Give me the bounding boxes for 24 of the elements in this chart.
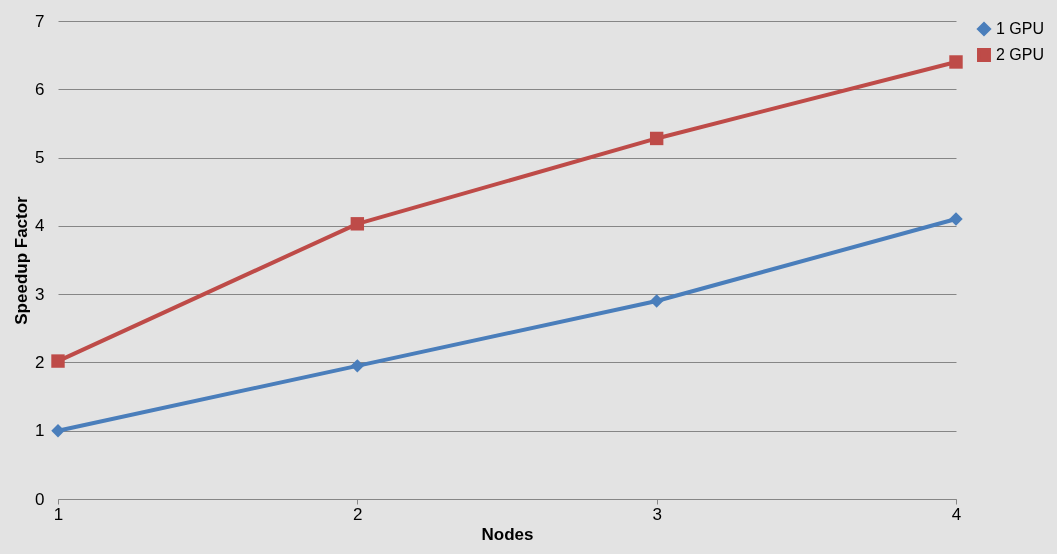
y-tick-label: 2 (35, 352, 45, 372)
point (51, 424, 65, 438)
point (350, 359, 365, 373)
point (949, 55, 963, 69)
x-tick-label: 4 (951, 504, 962, 524)
point (350, 217, 365, 231)
x-tick-label: 1 (53, 504, 64, 524)
point (649, 131, 664, 146)
point (51, 354, 65, 368)
y-tick-label: 0 (35, 489, 45, 509)
x-tick-label: 2 (353, 504, 363, 524)
x-axis-title: Nodes (481, 524, 534, 544)
legend-label: 1 GPU (996, 20, 1045, 37)
y-tick-label: 4 (35, 216, 45, 236)
y-axis-title: Speedup Factor (12, 195, 32, 325)
legend-label: 2 GPU (996, 46, 1045, 63)
y-tick-label: 1 (35, 421, 45, 441)
point (949, 212, 963, 226)
x-tick-label: 3 (652, 504, 662, 524)
y-tick-label: 3 (35, 284, 45, 304)
y-tick-label: 5 (35, 148, 45, 168)
point (649, 294, 664, 308)
y-tick-label: 7 (35, 11, 45, 31)
y-tick-label: 6 (35, 79, 45, 99)
